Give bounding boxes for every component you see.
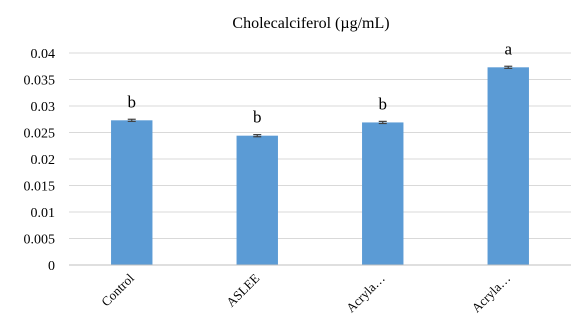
significance-letter: a [504, 39, 512, 58]
significance-letter: b [253, 108, 262, 127]
significance-letter: b [379, 94, 388, 113]
x-tick-label: Acryla… [343, 271, 388, 316]
chart-title: Cholecalciferol (µg/mL) [232, 15, 389, 32]
y-tick-label: 0.01 [31, 206, 56, 221]
y-tick-label: 0.025 [24, 127, 56, 142]
y-tick-label: 0.005 [24, 233, 56, 248]
x-tick-label: ASLEE [223, 270, 262, 309]
y-tick-label: 0.02 [31, 153, 56, 168]
bars: b b b a [111, 39, 529, 266]
y-tick-label: 0.03 [31, 100, 56, 115]
y-axis: 0 0.005 0.01 0.015 0.02 0.025 0.03 0.035 0.04 [24, 47, 56, 274]
bar [236, 135, 278, 265]
bar [362, 122, 404, 266]
y-tick-label: 0 [48, 259, 55, 274]
y-tick-label: 0.035 [24, 74, 56, 89]
bar [111, 120, 153, 265]
y-tick-label: 0.04 [31, 47, 56, 62]
x-tick-label: Acryla… [469, 271, 514, 316]
y-tick-label: 0.015 [24, 180, 56, 195]
significance-letter: b [128, 92, 137, 111]
grid [69, 52, 571, 239]
x-tick-label: Control [98, 270, 137, 309]
bar [487, 67, 529, 265]
x-axis: Control ASLEE Acryla… Acryla… [69, 264, 571, 316]
